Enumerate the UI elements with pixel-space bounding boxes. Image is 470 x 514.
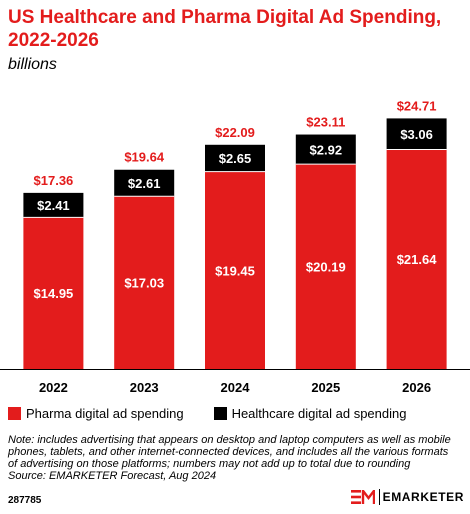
bar-segment-healthcare [114,169,175,197]
legend-swatch-pharma [8,406,21,420]
data-label-healthcare: $2.92 [310,142,343,157]
bar-segment-healthcare [23,192,84,218]
bar-segment-healthcare [205,144,265,172]
data-label-pharma: $14.95 [34,286,74,301]
legend-item-healthcare: Healthcare digital ad spending [213,405,407,421]
data-label-healthcare: $2.65 [219,151,252,166]
brand-separator [378,489,380,505]
source-line: Source: EMARKETER Forecast, Aug 2024 [8,470,217,482]
data-label-total: $17.36 [34,173,74,188]
data-label-total: $19.64 [124,150,165,165]
brand-name: EMARKETER [382,490,464,504]
bar-segment-pharma [386,149,447,369]
x-tick-label: 2023 [130,380,159,395]
data-label-total: $22.09 [215,125,255,140]
chart-subtitle: billions [8,56,57,73]
bar-segment-pharma [205,171,265,369]
brand-logo: EMARKETER [350,489,464,505]
legend-label-pharma: Pharma digital ad spending [26,405,184,421]
x-tick-label: 2026 [402,380,431,395]
legend-item-pharma: Pharma digital ad spending [8,406,184,421]
bar-segment-pharma [114,196,175,369]
legend-label-healthcare: Healthcare digital ad spending [231,405,407,421]
x-tick-label: 2024 [221,380,251,395]
data-label-total: $23.11 [306,115,345,130]
note-line: phones, tablets, and other internet-conn… [8,446,449,458]
x-tick-label: 2025 [311,380,340,395]
chart-title: US Healthcare and Pharma Digital Ad Spen… [8,6,468,52]
data-label-healthcare: $3.06 [400,127,433,142]
data-label-pharma: $20.19 [306,260,346,275]
emarketer-logo-icon [350,490,375,504]
chart-title-line-2: 2022-2026 [8,30,99,51]
chart-id: 287785 [8,495,42,506]
legend-swatch-healthcare [213,406,227,420]
data-label-healthcare: $2.41 [37,198,70,213]
chart-note: Note: includes advertising that appears … [8,434,468,482]
data-label-pharma: $21.64 [397,252,438,267]
note-line: of advertising on those platforms; numbe… [8,458,411,470]
data-label-pharma: $17.03 [124,276,164,291]
bar-segment-pharma [295,164,356,369]
bar-segment-pharma [23,217,84,369]
bar-segment-healthcare [295,134,356,165]
chart-legend: Pharma digital ad spending Healthcare di… [8,404,436,422]
stacked-bar-chart: $14.95 $2.41 $17.36 2022 $17.03 $2.61 $19.64 20… [0,98,470,395]
data-label-total: $24.71 [397,98,437,113]
chart-title-line-1: US Healthcare and Pharma Digital Ad Spen… [8,7,442,28]
data-label-pharma: $19.45 [215,263,255,278]
bar-segment-healthcare [386,118,447,150]
note-line: Note: includes advertising that appears … [8,434,451,446]
data-label-healthcare: $2.61 [128,176,161,191]
x-tick-label: 2022 [39,380,68,395]
